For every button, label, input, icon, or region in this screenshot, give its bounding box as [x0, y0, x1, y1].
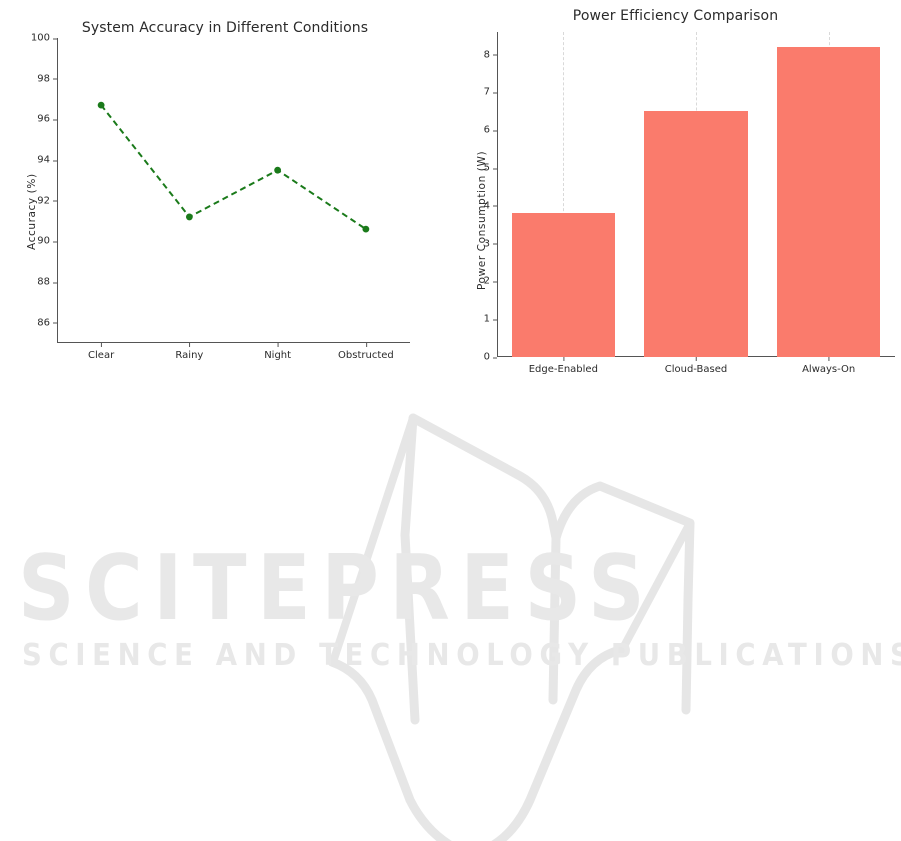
accuracy-x-tick-label: Clear — [88, 343, 114, 361]
accuracy-y-tick-label: 88 — [37, 277, 57, 288]
power-y-tick-label: 4 — [484, 200, 498, 211]
accuracy-x-tick-label: Night — [264, 343, 291, 361]
power-x-tick-label: Edge-Enabled — [529, 357, 598, 375]
power-bar — [511, 213, 616, 357]
power-chart-figure: Power Efficiency Comparison Power Consum… — [450, 0, 901, 395]
power-y-tick-label: 2 — [484, 276, 498, 287]
power-y-tick-label: 3 — [484, 238, 498, 249]
accuracy-data-point-marker — [362, 225, 370, 233]
power-y-tick-label: 0 — [484, 352, 498, 363]
accuracy-y-tick-label: 96 — [37, 114, 57, 125]
power-y-tick-label: 6 — [484, 125, 498, 136]
power-gridline — [563, 32, 565, 357]
accuracy-data-point-marker — [185, 213, 193, 221]
accuracy-data-point-marker — [97, 101, 105, 109]
accuracy-y-tick-label: 90 — [37, 236, 57, 247]
accuracy-y-tick-label: 94 — [37, 155, 57, 166]
accuracy-chart-figure: System Accuracy in Different Conditions … — [0, 0, 450, 395]
power-bar — [644, 111, 748, 357]
power-y-tick-label: 8 — [484, 49, 498, 60]
accuracy-line-series — [97, 101, 370, 233]
accuracy-y-tick-label: 92 — [37, 195, 57, 206]
power-y-tick-label: 5 — [484, 163, 498, 174]
sciteypress-watermark: SCITEPRESS SCIENCE AND TECHNOLOGY PUBLIC… — [0, 400, 901, 841]
accuracy-y-tick-label: 98 — [37, 73, 57, 84]
power-y-axis-spine — [497, 32, 498, 357]
power-x-tick-label: Cloud-Based — [665, 357, 727, 375]
accuracy-line-path — [100, 104, 367, 230]
accuracy-data-point-marker — [274, 166, 282, 174]
open-book-logo-icon — [327, 413, 695, 841]
power-y-tick-label: 7 — [484, 87, 498, 98]
power-plot-area: 0 1 2 3 4 5 6 7 8 Edge-Enabled Cloud-Based Always-O… — [484, 32, 895, 375]
watermark-main-text: SCITEPRESS — [18, 536, 656, 641]
power-chart-title: Power Efficiency Comparison — [572, 8, 779, 24]
power-x-tick-label: Always-On — [802, 357, 855, 375]
power-y-tick-label: 1 — [484, 314, 498, 325]
accuracy-x-tick-label: Obstructed — [338, 343, 394, 361]
accuracy-y-tick-label: 86 — [37, 317, 57, 328]
accuracy-y-axis-spine — [57, 38, 58, 343]
watermark-sub-text: SCIENCE AND TECHNOLOGY PUBLICATIONS — [22, 638, 901, 673]
accuracy-plot-area: 86 88 90 92 94 96 98 100 Clear Rainy Night Obstruct… — [31, 33, 410, 361]
accuracy-y-tick-label: 100 — [31, 33, 58, 44]
accuracy-x-axis-spine — [57, 342, 410, 343]
power-bar — [776, 47, 881, 357]
accuracy-x-tick-label: Rainy — [175, 343, 203, 361]
accuracy-y-axis-label: Accuracy (%) — [26, 173, 38, 250]
accuracy-chart-title: System Accuracy in Different Conditions — [81, 20, 369, 36]
